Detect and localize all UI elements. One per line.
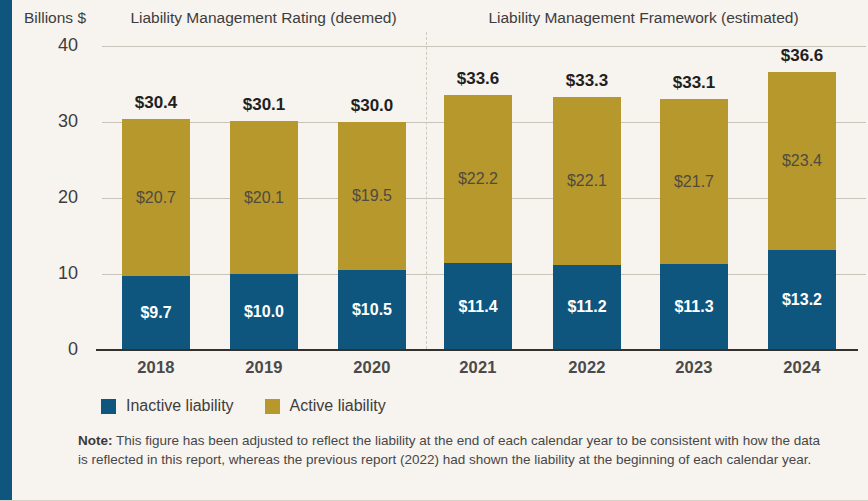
x-axis-label-2022: 2022 xyxy=(539,358,635,377)
bar-column-2024: $13.2$23.4$36.62024 xyxy=(768,46,836,350)
total-value-label-2020: $30.0 xyxy=(324,96,420,116)
y-tick-label-30: 30 xyxy=(28,111,78,132)
bar-segment-inactive-2018: $9.7 xyxy=(122,276,190,350)
bar-segment-active-2024: $23.4 xyxy=(768,72,836,250)
inactive-value-label: $11.2 xyxy=(567,298,606,316)
inactive-value-label: $13.2 xyxy=(782,291,822,309)
inactive-value-label: $10.0 xyxy=(244,303,284,321)
inactive-value-label: $11.3 xyxy=(674,298,713,316)
plot-area: 010203040 $9.7$20.7$30.42018$10.0$20.1$3… xyxy=(102,46,862,350)
active-value-label: $23.4 xyxy=(782,152,822,170)
note-text: Note: This figure has been adjusted to r… xyxy=(78,432,832,469)
legend-swatch xyxy=(265,399,280,414)
bar-segment-active-2020: $19.5 xyxy=(338,122,406,270)
legend: Inactive liability Active liability xyxy=(101,397,386,415)
y-axis-tick-labels: 010203040 xyxy=(28,46,90,350)
bar-segment-active-2021: $22.2 xyxy=(444,95,512,264)
bar-column-2023: $11.3$21.7$33.12023 xyxy=(660,46,728,350)
y-tick-label-40: 40 xyxy=(28,35,78,56)
active-value-label: $21.7 xyxy=(674,173,714,191)
x-axis-label-2023: 2023 xyxy=(646,358,742,377)
legend-item-active-liability: Active liability xyxy=(265,397,386,415)
total-value-label-2023: $33.1 xyxy=(646,73,742,93)
x-axis-label-2021: 2021 xyxy=(430,358,526,377)
inactive-value-label: $9.7 xyxy=(140,304,171,322)
bar-column-2019: $10.0$20.1$30.12019 xyxy=(230,46,298,350)
total-value-label-2022: $33.3 xyxy=(539,71,635,91)
y-tick-label-10: 10 xyxy=(28,263,78,284)
bar-column-2018: $9.7$20.7$30.42018 xyxy=(122,46,190,350)
bar-segment-inactive-2021: $11.4 xyxy=(444,263,512,350)
note-prefix: Note: xyxy=(78,433,113,448)
total-value-label-2019: $30.1 xyxy=(216,95,312,115)
left-accent-bar xyxy=(0,0,12,500)
figure-frame: Billions $ Liability Management Rating (… xyxy=(0,0,868,501)
x-axis-label-2024: 2024 xyxy=(754,358,850,377)
active-value-label: $20.7 xyxy=(136,189,176,207)
legend-label: Active liability xyxy=(290,397,386,415)
active-value-label: $19.5 xyxy=(352,187,392,205)
bar-column-2021: $11.4$22.2$33.62021 xyxy=(444,46,512,350)
x-axis-label-2018: 2018 xyxy=(108,358,204,377)
bar-segment-inactive-2024: $13.2 xyxy=(768,250,836,350)
legend-swatch xyxy=(101,399,116,414)
bar-segment-active-2018: $20.7 xyxy=(122,119,190,276)
bar-segment-inactive-2023: $11.3 xyxy=(660,264,728,350)
bar-segment-active-2019: $20.1 xyxy=(230,121,298,274)
y-tick-label-20: 20 xyxy=(28,187,78,208)
x-axis-label-2020: 2020 xyxy=(324,358,420,377)
legend-label: Inactive liability xyxy=(126,397,234,415)
bar-segment-active-2023: $21.7 xyxy=(660,99,728,264)
x-axis-line xyxy=(96,349,858,351)
inactive-value-label: $11.4 xyxy=(458,298,497,316)
bar-column-2020: $10.5$19.5$30.02020 xyxy=(338,46,406,350)
active-value-label: $22.1 xyxy=(567,172,607,190)
active-value-label: $20.1 xyxy=(244,189,284,207)
bar-segment-active-2022: $22.1 xyxy=(553,97,621,265)
section-divider-line xyxy=(426,32,427,349)
y-axis-unit-label: Billions $ xyxy=(24,9,86,27)
bar-segment-inactive-2022: $11.2 xyxy=(553,265,621,350)
total-value-label-2021: $33.6 xyxy=(430,69,526,89)
x-axis-label-2019: 2019 xyxy=(216,358,312,377)
y-tick-label-0: 0 xyxy=(28,339,78,360)
note-body: This figure has been adjusted to reflect… xyxy=(78,433,820,467)
section-title-deemed: Liability Management Rating (deemed) xyxy=(102,9,425,27)
total-value-label-2024: $36.6 xyxy=(754,46,850,66)
section-title-estimated: Liability Management Framework (estimate… xyxy=(425,9,862,27)
bar-segment-inactive-2020: $10.5 xyxy=(338,270,406,350)
inactive-value-label: $10.5 xyxy=(352,301,392,319)
active-value-label: $22.2 xyxy=(458,170,498,188)
bar-column-2022: $11.2$22.1$33.32022 xyxy=(553,46,621,350)
total-value-label-2018: $30.4 xyxy=(108,93,204,113)
bar-segment-inactive-2019: $10.0 xyxy=(230,274,298,350)
legend-item-inactive-liability: Inactive liability xyxy=(101,397,234,415)
